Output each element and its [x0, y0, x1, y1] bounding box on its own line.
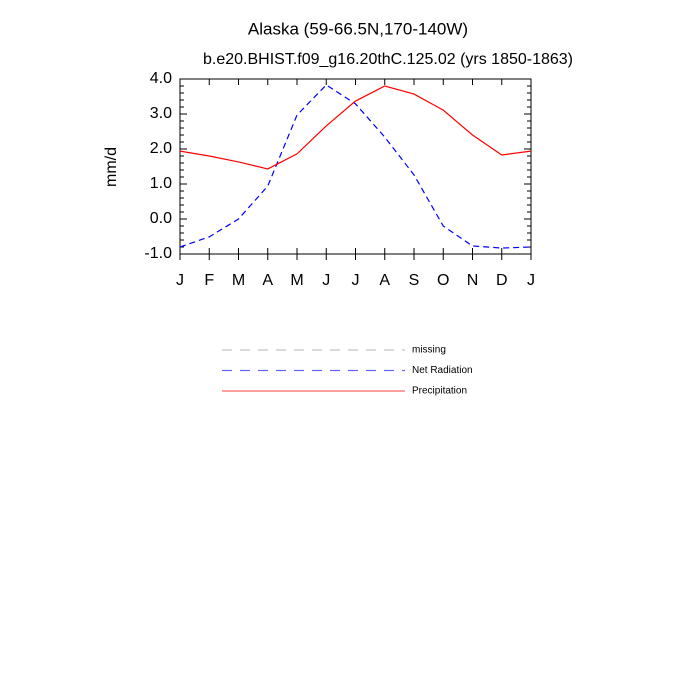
- chart-subtitle: b.e20.BHIST.f09_g16.20thC.125.02 (yrs 18…: [203, 51, 573, 68]
- y-tick-label: -1.0: [144, 245, 172, 262]
- x-tick-label: M: [290, 272, 303, 289]
- x-tick-label: F: [204, 272, 214, 289]
- x-tick-label: J: [322, 272, 330, 289]
- chart-title: Alaska (59-66.5N,170-140W): [248, 19, 468, 38]
- x-tick-label: J: [352, 272, 360, 289]
- x-tick-label: S: [409, 272, 420, 289]
- plot-frame: [179, 78, 532, 255]
- x-tick-label: M: [232, 272, 245, 289]
- x-tick-label: J: [527, 272, 535, 289]
- series-line: [179, 84, 532, 249]
- legend-label: Precipitation: [412, 386, 467, 397]
- x-tick-label: J: [176, 272, 184, 289]
- y-axis-label: mm/d: [103, 147, 120, 187]
- y-tick-label: 2.0: [150, 140, 172, 157]
- y-tick-label: 3.0: [150, 105, 172, 122]
- y-tick-label: 0.0: [150, 210, 172, 227]
- x-tick-label: A: [262, 272, 273, 289]
- y-tick-label: 4.0: [150, 70, 172, 87]
- series-line: [179, 85, 532, 170]
- legend-label: Net Radiation: [412, 365, 473, 376]
- x-tick-label: D: [496, 272, 508, 289]
- y-tick-label: 1.0: [150, 175, 172, 192]
- legend-label: missing: [412, 345, 446, 356]
- x-tick-label: A: [379, 272, 390, 289]
- x-tick-label: O: [437, 272, 449, 289]
- x-tick-label: N: [467, 272, 479, 289]
